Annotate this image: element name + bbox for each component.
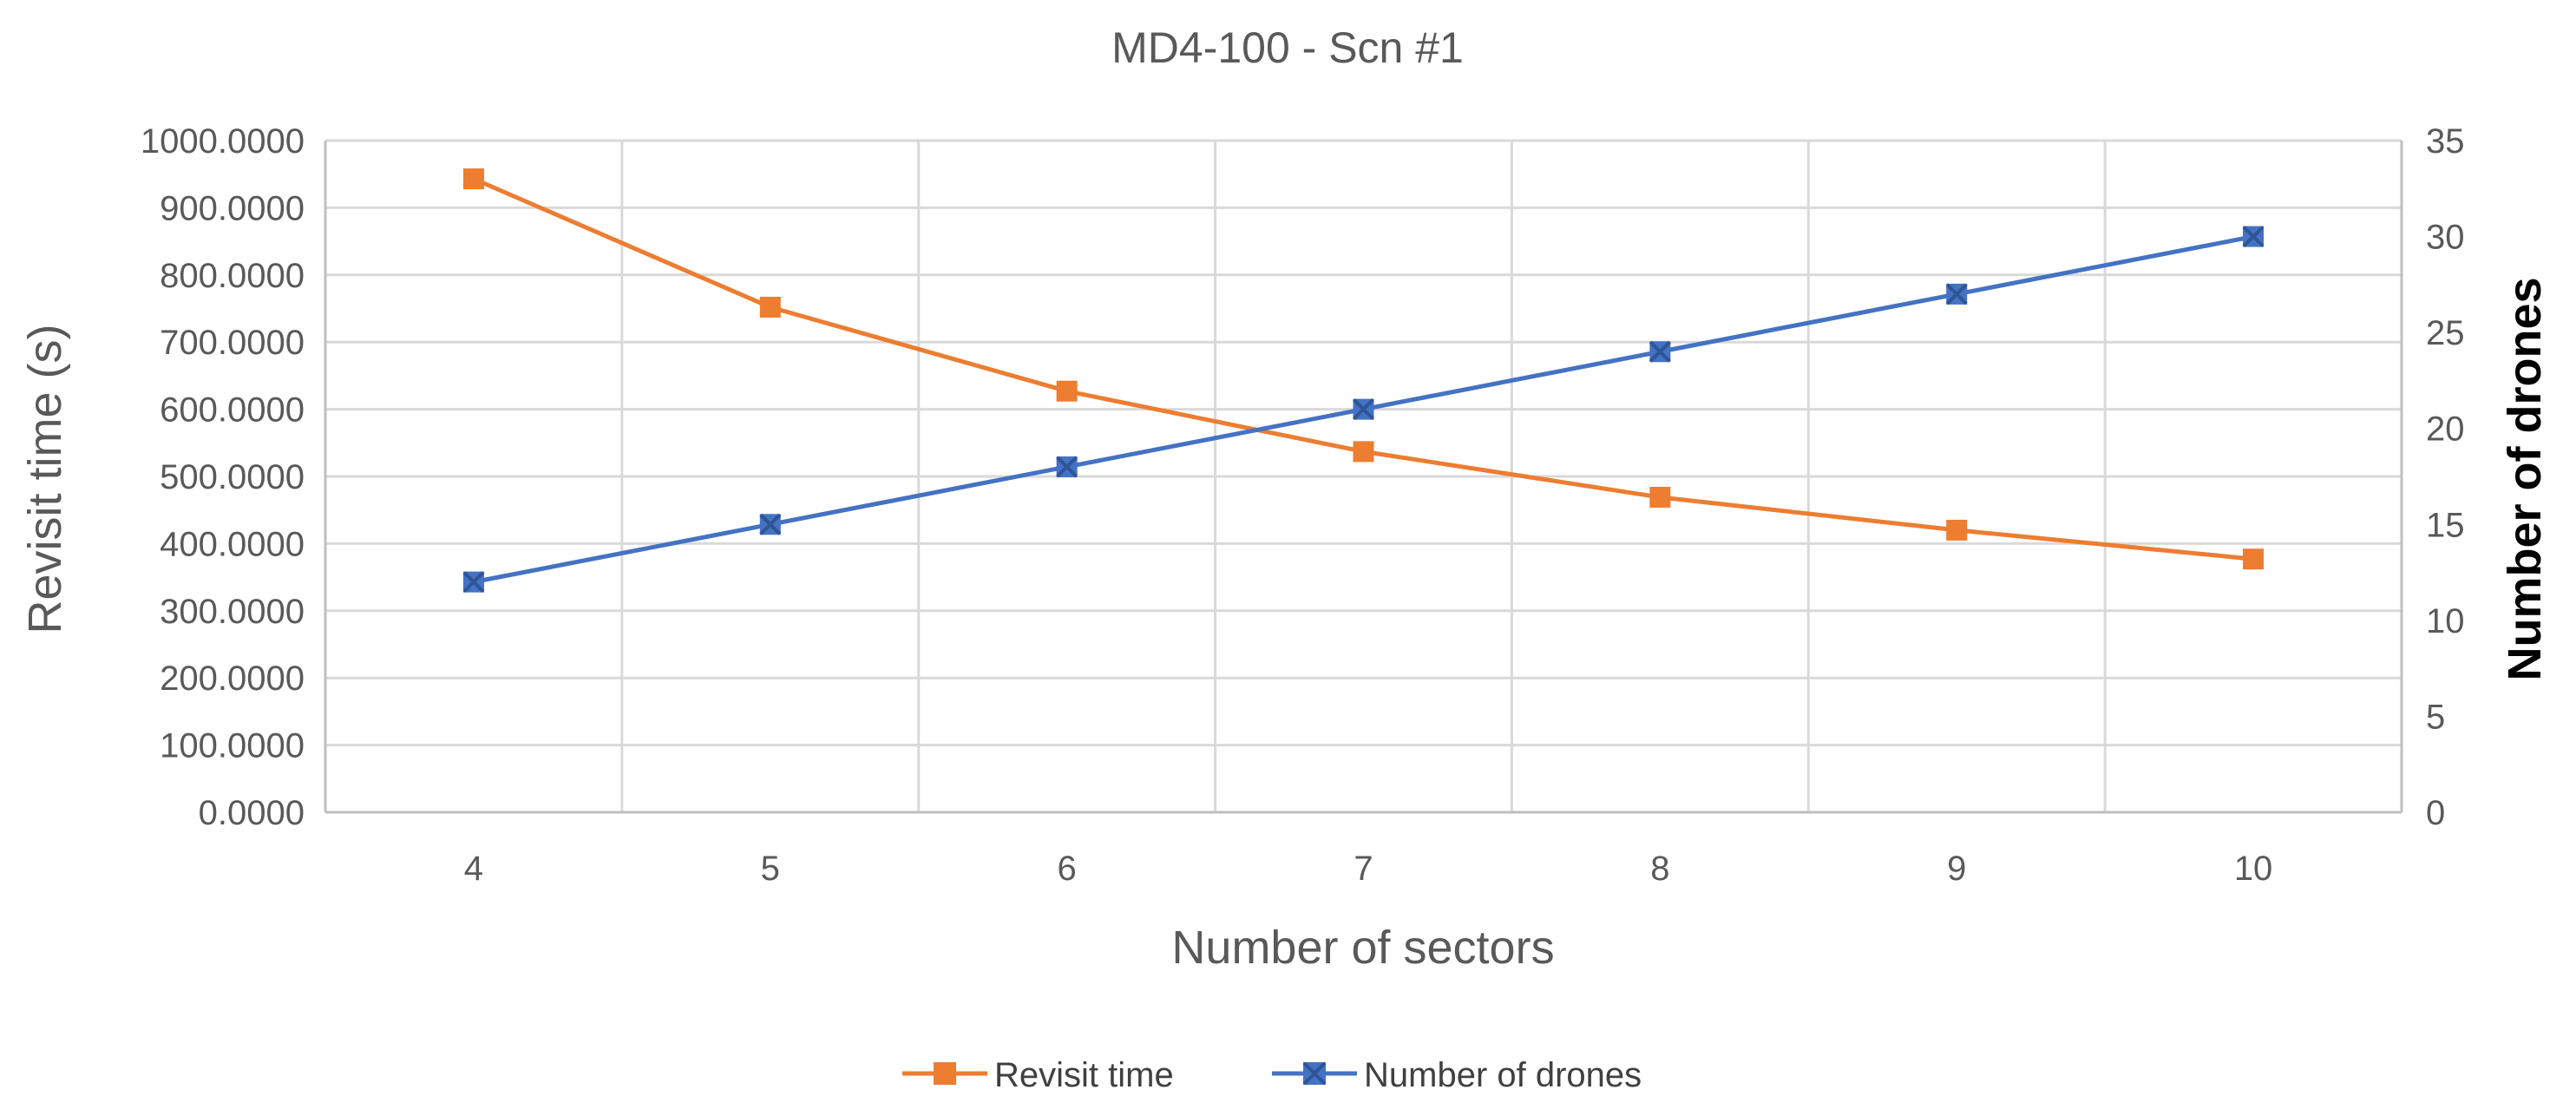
y2-tick-label: 25 — [2426, 314, 2465, 352]
y-tick-label: 600.0000 — [160, 391, 305, 430]
series-layer — [462, 168, 2265, 594]
y2-tick-label: 30 — [2426, 219, 2465, 257]
data-point-x-number-of-drones — [1945, 283, 1968, 305]
series-line-revisit-time — [472, 176, 2254, 561]
y-tick-label: 300.0000 — [160, 593, 305, 631]
legend: Revisit time Number of drones — [902, 1056, 1642, 1094]
data-point-revisit-time — [1056, 380, 1078, 402]
x-axis-title: Number of sectors — [1171, 922, 1554, 974]
y2-tick-label: 15 — [2426, 506, 2465, 544]
data-point-x-number-of-drones — [1649, 340, 1671, 363]
legend-item-number-of-drones: Number of drones — [1272, 1056, 1642, 1094]
gridlines — [324, 139, 2403, 814]
data-point-x-number-of-drones — [462, 571, 485, 594]
data-point-revisit-time — [462, 168, 484, 190]
legend-item-revisit-time: Revisit time — [902, 1056, 1174, 1094]
data-point-revisit-time — [1946, 519, 1968, 541]
x-tick-label: 10 — [2234, 850, 2273, 888]
axes — [324, 141, 2403, 814]
data-point-revisit-time — [759, 296, 781, 318]
y-axis-title: Revisit time (s) — [19, 324, 71, 633]
y-tick-label: 400.0000 — [160, 525, 305, 563]
y-tick-label: 200.0000 — [160, 660, 305, 698]
data-point-revisit-time — [2243, 548, 2265, 570]
data-point-x-number-of-drones — [759, 513, 782, 535]
data-point-x-number-of-drones — [1056, 456, 1078, 478]
y-tick-label: 900.0000 — [160, 189, 305, 227]
y-tick-label: 500.0000 — [160, 458, 305, 496]
y-tick-label: 800.0000 — [160, 257, 305, 295]
left-axis-ticks: 0.0000 100.0000 200.0000 300.0000 400.0000 50… — [141, 122, 305, 832]
y-tick-label: 700.0000 — [160, 324, 305, 362]
x-tick-label: 7 — [1354, 850, 1373, 888]
legend-label-number-of-drones: Number of drones — [1364, 1056, 1642, 1094]
x-tick-label: 5 — [761, 850, 780, 888]
y-tick-label: 1000.0000 — [141, 122, 305, 161]
chart-title: MD4-100 - Scn #1 — [1111, 23, 1464, 72]
right-axis-ticks: 0 5 10 15 20 25 30 35 — [2426, 122, 2465, 832]
data-point-revisit-time — [1649, 486, 1671, 508]
y2-tick-label: 5 — [2426, 698, 2445, 736]
data-point-x-number-of-drones — [2242, 226, 2265, 247]
y2-tick-label: 10 — [2426, 602, 2465, 640]
y2-tick-label: 20 — [2426, 410, 2465, 449]
x-axis-ticks: 4 5 6 7 8 9 10 — [464, 850, 2273, 888]
data-point-revisit-time — [1353, 441, 1374, 463]
y2-axis-title: Number of drones — [2499, 277, 2551, 680]
y-tick-label: 100.0000 — [160, 727, 305, 765]
x-tick-label: 8 — [1650, 850, 1669, 888]
x-tick-label: 4 — [464, 850, 483, 888]
y2-tick-label: 0 — [2426, 794, 2445, 832]
x-tick-label: 9 — [1947, 850, 1966, 888]
legend-marker-revisit-time — [934, 1062, 956, 1085]
y-tick-label: 0.0000 — [199, 794, 305, 832]
data-point-x-number-of-drones — [1353, 398, 1374, 421]
x-tick-label: 6 — [1058, 850, 1077, 888]
legend-label-revisit-time: Revisit time — [994, 1056, 1174, 1094]
legend-marker-x-number-of-drones — [1302, 1061, 1327, 1086]
y2-tick-label: 35 — [2426, 122, 2465, 161]
